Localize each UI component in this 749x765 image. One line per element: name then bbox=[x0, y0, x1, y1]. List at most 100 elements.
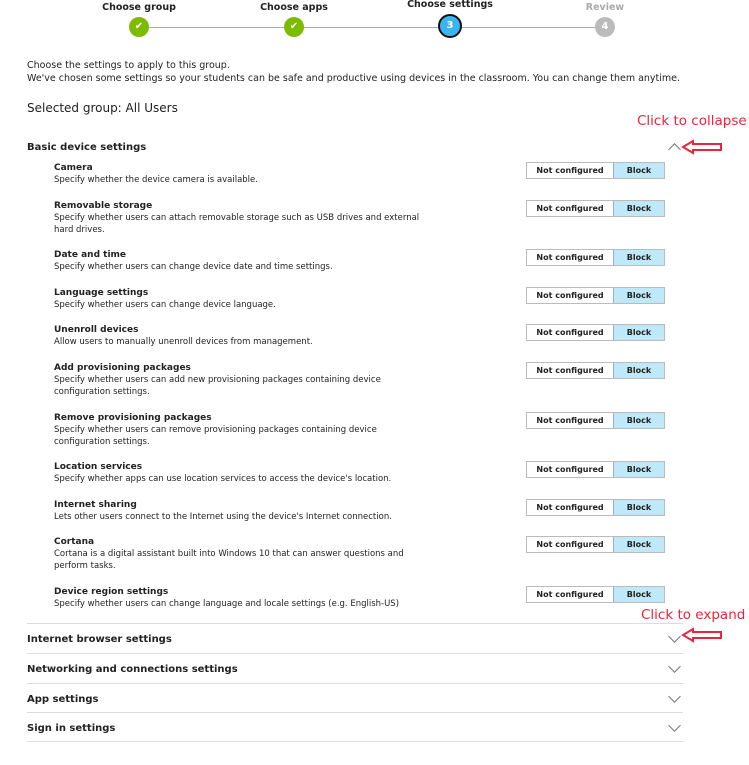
collapsed-section[interactable]: Networking and connections settings bbox=[27, 653, 683, 683]
setting-row: Add provisioning packages Specify whethe… bbox=[54, 361, 665, 412]
not-configured-option[interactable]: Not configured bbox=[527, 163, 613, 178]
divider bbox=[27, 741, 683, 742]
intro-line: Choose the settings to apply to this gro… bbox=[27, 60, 230, 71]
not-configured-option[interactable]: Not configured bbox=[527, 325, 613, 341]
not-configured-option[interactable]: Not configured bbox=[527, 200, 613, 216]
check-icon: ✔ bbox=[284, 17, 304, 37]
block-option[interactable]: Block bbox=[613, 412, 664, 428]
setting-row: Location services Specify whether apps c… bbox=[54, 461, 665, 499]
settings-list: Camera Specify whether the device camera… bbox=[54, 162, 665, 624]
block-option[interactable]: Block bbox=[613, 163, 664, 178]
setting-toggle[interactable]: Not configured Block bbox=[526, 361, 665, 379]
chevron-down-icon[interactable] bbox=[668, 630, 681, 643]
check-icon: ✔ bbox=[129, 17, 149, 37]
step-number: 4 bbox=[595, 17, 615, 37]
chevron-down-icon[interactable] bbox=[668, 719, 681, 732]
step-label: Review bbox=[585, 2, 625, 13]
setting-title: Device region settings bbox=[54, 587, 169, 598]
not-configured-option[interactable]: Not configured bbox=[527, 412, 613, 428]
annotation-expand: Click to expand bbox=[641, 607, 746, 623]
setting-description: Specify whether users can remove provisi… bbox=[54, 424, 377, 447]
block-option[interactable]: Block bbox=[613, 287, 664, 303]
setting-description: Specify whether users can change device … bbox=[54, 262, 333, 273]
chevron-down-icon[interactable] bbox=[668, 660, 681, 673]
not-configured-option[interactable]: Not configured bbox=[527, 362, 613, 378]
setting-toggle[interactable]: Not configured Block bbox=[526, 536, 665, 554]
step-label: Choose settings bbox=[407, 0, 493, 10]
setting-title: Removable storage bbox=[54, 200, 153, 211]
intro-line: We've chosen some settings so your stude… bbox=[27, 73, 681, 84]
setting-title: Date and time bbox=[54, 250, 127, 261]
setting-description: Lets other users connect to the Internet… bbox=[54, 511, 392, 522]
block-option[interactable]: Block bbox=[613, 200, 664, 216]
step-number: 3 bbox=[438, 14, 462, 38]
collapsed-section[interactable]: Internet browser settings bbox=[27, 623, 683, 653]
annotation-collapse: Click to collapse bbox=[637, 113, 747, 129]
setting-toggle[interactable]: Not configured Block bbox=[526, 286, 665, 304]
block-option[interactable]: Block bbox=[613, 462, 664, 478]
collapsed-section[interactable]: App settings bbox=[27, 683, 683, 713]
setting-toggle[interactable]: Not configured Block bbox=[526, 249, 665, 267]
setting-toggle[interactable]: Not configured Block bbox=[526, 498, 665, 516]
setting-row: Camera Specify whether the device camera… bbox=[54, 162, 665, 200]
setting-title: Camera bbox=[54, 163, 93, 173]
block-option[interactable]: Block bbox=[613, 587, 664, 603]
setting-row: Remove provisioning packages Specify whe… bbox=[54, 411, 665, 462]
setting-title: Location services bbox=[54, 462, 143, 473]
wizard-stepper: Choose group ✔ Choose apps ✔ Choose settin… bbox=[0, 0, 749, 42]
setting-toggle[interactable]: Not configured Block bbox=[526, 199, 665, 217]
setting-title: Unenroll devices bbox=[54, 325, 139, 336]
setting-toggle[interactable]: Not configured Block bbox=[526, 324, 665, 342]
step-choose-apps[interactable]: Choose apps ✔ bbox=[234, 0, 354, 37]
setting-row: Language settings Specify whether users … bbox=[54, 286, 665, 325]
basic-settings-header[interactable]: Basic device settings bbox=[27, 142, 683, 156]
arrow-annotation-icon bbox=[681, 627, 722, 643]
selected-group: Selected group: All Users bbox=[27, 101, 178, 115]
block-option[interactable]: Block bbox=[613, 537, 664, 553]
setting-title: Internet sharing bbox=[54, 499, 137, 510]
section-title: Basic device settings bbox=[27, 142, 147, 153]
step-choose-settings[interactable]: Choose settings 3 bbox=[390, 0, 510, 38]
not-configured-option[interactable]: Not configured bbox=[527, 537, 613, 553]
step-label: Choose group bbox=[102, 2, 176, 13]
setting-title: Language settings bbox=[54, 287, 149, 298]
step-choose-group[interactable]: Choose group ✔ bbox=[79, 0, 199, 37]
arrow-annotation-icon bbox=[681, 139, 722, 155]
block-option[interactable]: Block bbox=[613, 499, 664, 515]
setting-row: Cortana Cortana is a digital assistant b… bbox=[54, 536, 665, 586]
not-configured-option[interactable]: Not configured bbox=[527, 287, 613, 303]
not-configured-option[interactable]: Not configured bbox=[527, 250, 613, 266]
setting-description: Cortana is a digital assistant built int… bbox=[54, 549, 404, 572]
setting-toggle[interactable]: Not configured Block bbox=[526, 162, 665, 179]
section-title: App settings bbox=[27, 694, 99, 705]
setting-toggle[interactable]: Not configured Block bbox=[526, 411, 665, 429]
setting-toggle[interactable]: Not configured Block bbox=[526, 461, 665, 479]
not-configured-option[interactable]: Not configured bbox=[527, 587, 613, 603]
intro-text: Choose the settings to apply to this gro… bbox=[27, 59, 680, 85]
setting-description: Specify whether users can change languag… bbox=[54, 599, 400, 610]
block-option[interactable]: Block bbox=[613, 362, 664, 378]
block-option[interactable]: Block bbox=[613, 250, 664, 266]
setting-row: Device region settings Specify whether u… bbox=[54, 586, 665, 624]
stepper-line bbox=[138, 27, 604, 28]
block-option[interactable]: Block bbox=[613, 325, 664, 341]
setting-description: Specify whether users can add new provis… bbox=[54, 374, 381, 397]
setting-description: Specify whether users can attach removab… bbox=[54, 212, 420, 235]
setting-row: Unenroll devices Allow users to manually… bbox=[54, 324, 665, 362]
setting-title: Remove provisioning packages bbox=[54, 412, 212, 423]
setting-toggle[interactable]: Not configured Block bbox=[526, 586, 665, 604]
chevron-up-icon[interactable] bbox=[668, 143, 681, 156]
setting-row: Date and time Specify whether users can … bbox=[54, 249, 665, 287]
not-configured-option[interactable]: Not configured bbox=[527, 462, 613, 478]
chevron-down-icon[interactable] bbox=[668, 690, 681, 703]
setting-description: Specify whether the device camera is ava… bbox=[54, 175, 258, 185]
section-title: Networking and connections settings bbox=[27, 664, 238, 675]
step-review: Review 4 bbox=[545, 0, 665, 37]
setting-row: Removable storage Specify whether users … bbox=[54, 199, 665, 250]
setting-title: Cortana bbox=[54, 537, 95, 548]
not-configured-option[interactable]: Not configured bbox=[527, 499, 613, 515]
setting-row: Internet sharing Lets other users connec… bbox=[54, 498, 665, 537]
setting-description: Allow users to manually unenroll devices… bbox=[54, 337, 313, 348]
collapsed-section[interactable]: Sign in settings bbox=[27, 712, 683, 742]
section-title: Sign in settings bbox=[27, 723, 116, 734]
